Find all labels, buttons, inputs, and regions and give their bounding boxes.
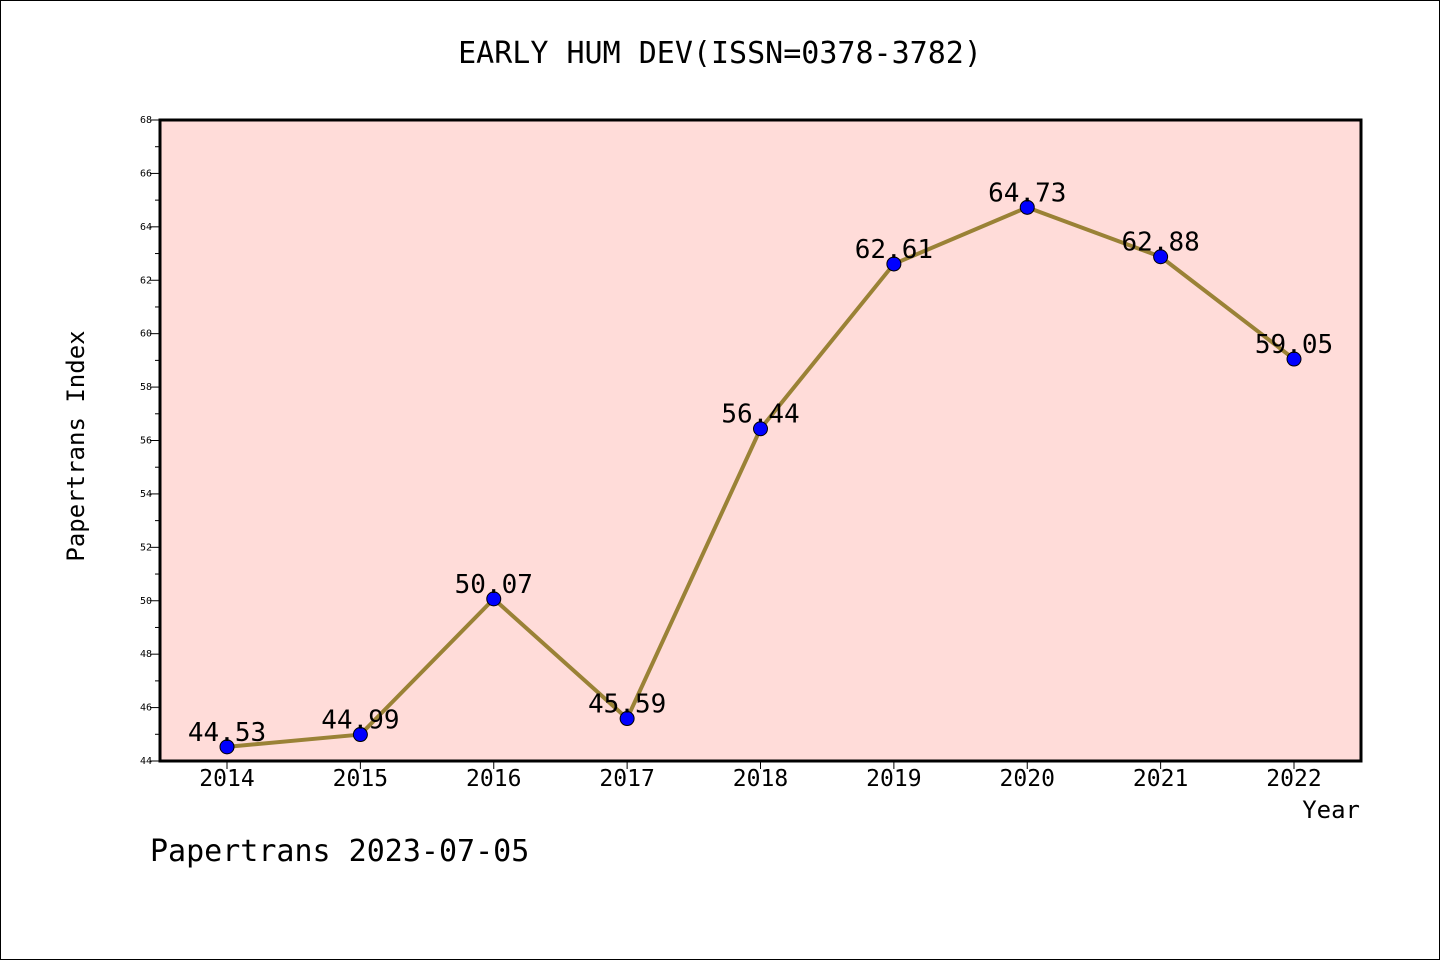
x-axis: 2014 2015 2016 2017 2018 2019 2020 2021 2022 [199,761,1322,792]
y-tick-label: 50 [140,596,152,607]
data-label: 59.05 [1255,330,1333,360]
y-tick-label: 64 [140,222,152,233]
data-label: 62.61 [855,235,933,265]
y-tick-label: 48 [140,649,152,660]
y-tick-label: 58 [140,382,152,393]
y-axis-title: Papertrans Index [62,330,90,562]
x-tick-label: 2016 [466,766,521,792]
data-label: 44.53 [188,718,266,748]
data-point-2019 [886,256,902,272]
chart-title: EARLY HUM DEV(ISSN=0378-3782) [458,36,982,71]
data-point-2014 [219,739,235,755]
y-tick-label: 68 [140,115,152,126]
data-point-2016 [486,591,502,607]
x-tick-label: 2020 [1000,766,1055,792]
footer-note: Papertrans 2023-07-05 [150,834,530,869]
data-point-2015 [352,727,368,743]
data-label: 50.07 [455,570,533,600]
data-label: 62.88 [1121,228,1199,258]
data-label: 44.99 [321,706,399,736]
y-tick-label: 66 [140,168,152,179]
x-axis-title: Year [1302,796,1360,824]
x-tick-label: 2014 [199,766,254,792]
y-axis: 44 46 48 50 52 54 56 58 60 62 64 66 68 [140,115,160,767]
data-point-2021 [1153,249,1169,265]
y-tick-label: 52 [140,542,152,553]
x-tick-label: 2017 [599,766,654,792]
data-label: 56.44 [721,400,799,430]
series-group [219,199,1302,755]
x-tick-label: 2019 [866,766,921,792]
data-point-2020 [1019,199,1035,215]
y-tick-label: 46 [140,703,152,714]
y-tick-label: 62 [140,275,152,286]
data-label-group: 44.53 44.99 50.07 45.59 56.44 62.61 64.73 62.88… [188,178,1333,748]
data-point-2022 [1286,351,1302,367]
y-tick-label: 54 [140,489,152,500]
data-point-2018 [753,421,768,437]
y-tick-label: 60 [140,329,152,340]
x-tick-label: 2022 [1266,766,1321,792]
x-tick-label: 2018 [733,766,788,792]
data-label: 64.73 [988,178,1066,208]
x-tick-label: 2015 [333,766,388,792]
data-label: 45.59 [588,690,666,720]
y-tick-label: 44 [140,756,152,767]
y-tick-label: 56 [140,436,152,447]
plot-area [158,118,1363,763]
data-point-2017 [619,711,635,727]
x-tick-label: 2021 [1133,766,1188,792]
